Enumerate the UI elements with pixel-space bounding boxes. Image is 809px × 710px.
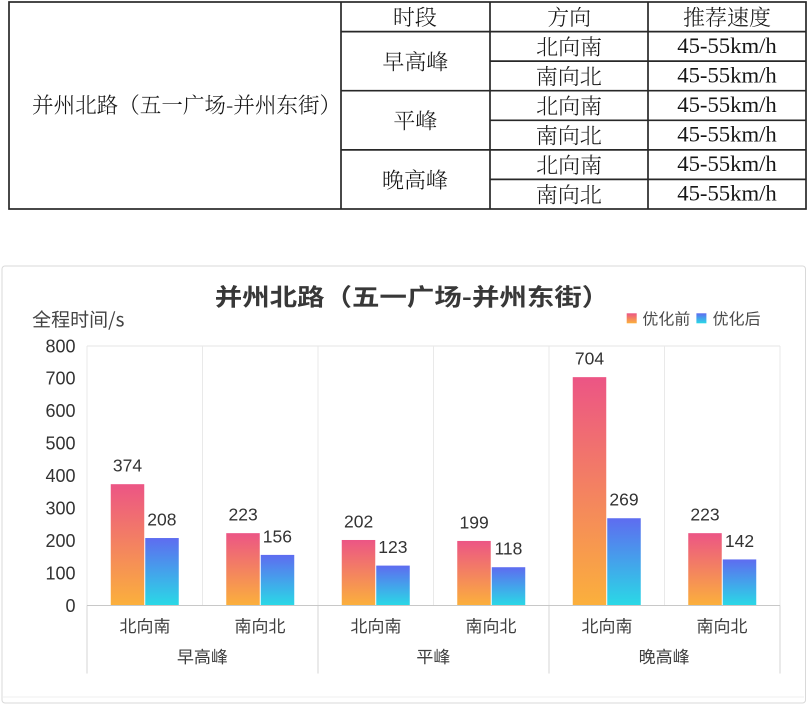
svg-text:45-55km/h: 45-55km/h	[677, 62, 777, 87]
svg-text:118: 118	[494, 539, 522, 559]
svg-text:199: 199	[459, 512, 488, 532]
svg-text:400: 400	[45, 466, 75, 486]
svg-text:45-55km/h: 45-55km/h	[677, 122, 777, 147]
svg-text:700: 700	[45, 369, 75, 389]
svg-text:0: 0	[65, 596, 75, 616]
svg-text:202: 202	[344, 512, 373, 532]
svg-text:45-55km/h: 45-55km/h	[677, 181, 777, 206]
svg-text:208: 208	[147, 510, 176, 530]
svg-text:45-55km/h: 45-55km/h	[677, 92, 777, 117]
svg-text:45-55km/h: 45-55km/h	[677, 151, 777, 176]
svg-text:500: 500	[45, 434, 75, 454]
svg-text:600: 600	[45, 401, 75, 421]
svg-text:269: 269	[609, 490, 638, 510]
svg-text:142: 142	[725, 531, 754, 551]
svg-text:156: 156	[263, 526, 292, 546]
svg-text:800: 800	[45, 336, 75, 356]
svg-text:223: 223	[690, 505, 719, 525]
svg-text:200: 200	[45, 531, 75, 551]
svg-text:223: 223	[228, 505, 257, 525]
svg-text:374: 374	[113, 456, 142, 476]
svg-text:100: 100	[45, 563, 75, 583]
svg-text:45-55km/h: 45-55km/h	[677, 33, 777, 58]
svg-text:300: 300	[45, 499, 75, 519]
svg-text:704: 704	[575, 349, 604, 369]
svg-text:123: 123	[378, 537, 407, 557]
